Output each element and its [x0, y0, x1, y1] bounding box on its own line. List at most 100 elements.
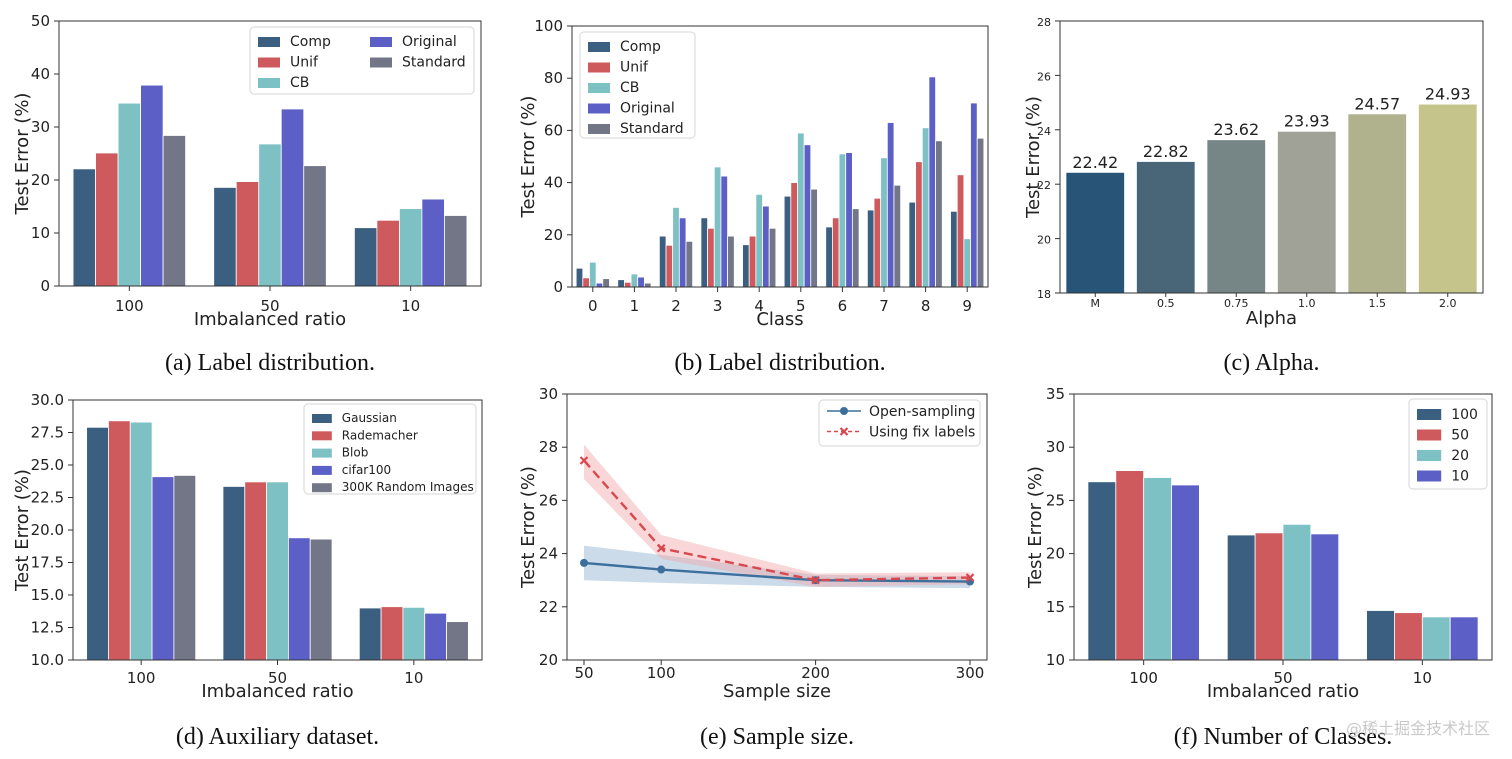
legend-label: 300K Random Images [342, 480, 474, 494]
y-tick-label: 25 [1046, 491, 1065, 509]
data-point [580, 558, 588, 567]
y-tick-label: 22 [1037, 179, 1051, 192]
y-tick-label: 12.5 [31, 619, 64, 637]
y-tick-label: 24 [1037, 125, 1051, 138]
legend-label: 10 [1451, 469, 1469, 485]
legend-swatch [370, 57, 392, 68]
bar [444, 215, 468, 287]
bar [928, 76, 936, 288]
legend-swatch [312, 448, 332, 458]
bar [727, 235, 735, 288]
bar [303, 165, 327, 287]
bar [1066, 172, 1125, 293]
legend-swatch [588, 83, 610, 93]
bar [838, 153, 847, 288]
x-tick-label: 100 [127, 669, 156, 687]
panel-d: 100 50 10 10.0 12.5 15.0 17.5 20.0 22.5 25.0 27.5 3… [12, 391, 483, 750]
legend-label: CB [620, 80, 639, 96]
bar [309, 538, 333, 661]
bar [402, 606, 426, 661]
y-tick-label: 22 [539, 598, 558, 616]
x-tick-label: 3 [713, 297, 723, 315]
bar [803, 144, 812, 288]
panel-caption: (c) Alpha. [1224, 350, 1320, 376]
legend-label: CB [290, 75, 309, 91]
x-tick-label: 7 [879, 297, 889, 315]
bar [797, 132, 805, 288]
legend-swatch [312, 483, 332, 493]
y-tick-label: 100 [534, 17, 563, 35]
data-point [811, 575, 820, 585]
bar [810, 188, 818, 288]
plot-frame [1073, 393, 1493, 661]
legend-label: Blob [342, 446, 369, 460]
bar [244, 481, 267, 661]
bar [700, 217, 709, 288]
legend-swatch [370, 37, 392, 47]
bar [1087, 481, 1117, 661]
bar [446, 621, 469, 661]
legend-label: Unif [620, 60, 649, 76]
legend-marker [840, 407, 848, 415]
x-tick-label: 10 [401, 297, 420, 315]
bar [617, 279, 625, 288]
legend-label: Comp [620, 39, 661, 55]
bar [213, 187, 237, 287]
bar [1226, 534, 1256, 661]
bar [976, 137, 985, 288]
watermark-text: @稀土掘金技术社区 [1346, 719, 1490, 738]
y-tick-label: 17.5 [31, 554, 64, 572]
bar [762, 205, 770, 288]
bar [1348, 114, 1407, 294]
x-tick-label: 1.5 [1369, 297, 1387, 310]
legend-swatch [1417, 429, 1442, 441]
x-axis-label: Imbalanced ratio [201, 681, 353, 702]
x-tick-label: 50 [268, 669, 287, 687]
y-tick-label: 0 [553, 278, 563, 296]
y-tick-label: 20.0 [31, 521, 64, 539]
legend: Open-sampling Using fix labels [818, 399, 981, 447]
bar [1310, 533, 1340, 661]
data-label: 23.93 [1284, 112, 1330, 131]
legend-swatch [258, 37, 280, 47]
bar [117, 102, 141, 287]
bar [266, 481, 289, 661]
bar [908, 201, 917, 288]
data-label: 24.57 [1354, 94, 1400, 113]
bar [358, 607, 382, 661]
plot-frame [571, 25, 989, 288]
legend: Comp Unif CB Original Standard [249, 26, 475, 95]
x-tick-label: M [1091, 297, 1101, 310]
bar [685, 240, 694, 288]
y-tick-label: 40 [31, 65, 50, 83]
legend-box [303, 403, 477, 495]
y-axis-label: Test Error (%) [1025, 466, 1046, 589]
bar [768, 227, 777, 288]
y-tick-label: 24 [539, 545, 558, 563]
x-axis-label: Imbalanced ratio [194, 309, 346, 330]
x-tick-label: 100 [115, 297, 144, 315]
legend-swatch [312, 414, 332, 423]
y-tick-label: 20 [1046, 545, 1065, 563]
bar [713, 166, 722, 288]
legend-label: Original [402, 34, 457, 50]
y-tick-label: 15.0 [31, 586, 64, 604]
confidence-band [584, 444, 970, 587]
bar [380, 606, 404, 661]
bar [873, 197, 882, 288]
x-tick-label: 10 [1413, 669, 1432, 687]
bar [1394, 612, 1423, 661]
bar [970, 102, 978, 288]
y-tick-label: 26 [539, 491, 558, 509]
bar [720, 175, 728, 288]
x-tick-label: 0.5 [1157, 297, 1175, 310]
legend-swatch [1417, 450, 1442, 461]
legend-marker [839, 427, 849, 436]
bar [353, 227, 378, 287]
bar [235, 181, 260, 287]
bar [748, 235, 757, 288]
x-tick-label: 4 [754, 297, 764, 315]
x-tick-label: 5 [796, 297, 806, 315]
x-tick-label: 300 [956, 664, 985, 682]
